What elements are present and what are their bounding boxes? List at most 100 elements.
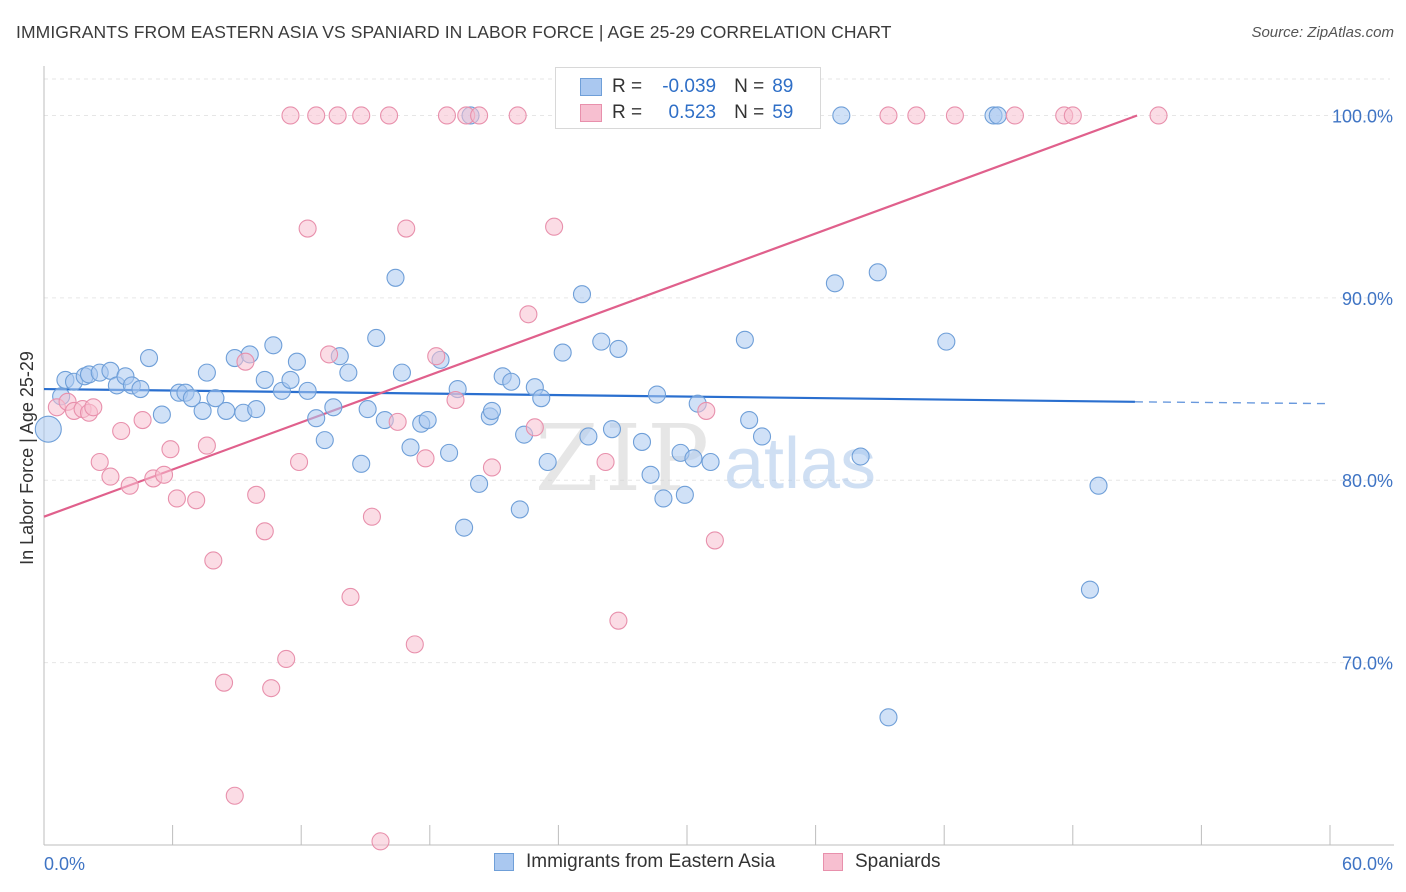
point-spaniards xyxy=(298,219,317,238)
point-eastern-asia xyxy=(392,363,411,382)
point-eastern-asia xyxy=(281,370,300,389)
legend-swatch-blue xyxy=(580,78,602,96)
legend-n-label: N = xyxy=(734,76,765,97)
point-eastern-asia xyxy=(632,432,652,451)
point-spaniards xyxy=(90,452,109,472)
point-spaniards xyxy=(470,106,489,125)
point-eastern-asia xyxy=(740,411,759,430)
point-eastern-asia xyxy=(470,474,489,493)
legend-label-eastern-asia: Immigrants from Eastern Asia xyxy=(526,851,776,872)
legend-item-spaniards[interactable]: Spaniards xyxy=(823,851,941,873)
point-eastern-asia xyxy=(139,348,159,368)
point-eastern-asia xyxy=(647,385,667,404)
point-spaniards xyxy=(281,106,300,125)
point-eastern-asia xyxy=(264,336,283,355)
point-spaniards xyxy=(388,412,407,431)
point-spaniards xyxy=(907,106,926,125)
correlation-legend: R = -0.039 N = 89 R = 0.523 N = 59 xyxy=(555,67,821,129)
legend-swatch-spaniards xyxy=(823,853,843,871)
point-eastern-asia xyxy=(579,427,598,446)
chart-title: IMMIGRANTS FROM EASTERN ASIA VS SPANIARD… xyxy=(16,22,892,42)
legend-r-value: -0.039 xyxy=(662,76,717,97)
y-tick-label: 80.0% xyxy=(1342,471,1393,491)
y-axis-title: In Labor Force | Age 25-29 xyxy=(17,351,37,565)
legend-label-spaniards: Spaniards xyxy=(855,851,941,872)
legend-r-label: R = xyxy=(612,102,643,123)
trendline-eastern-asia xyxy=(43,387,1135,403)
point-spaniards xyxy=(427,347,446,366)
point-spaniards xyxy=(255,522,274,541)
x-tick-label: 0.0% xyxy=(44,854,85,874)
legend-item-eastern-asia[interactable]: Immigrants from Eastern Asia xyxy=(494,851,775,873)
point-eastern-asia xyxy=(315,431,334,450)
source-credit: Source: ZipAtlas.com xyxy=(1251,24,1394,41)
point-spaniards xyxy=(1063,106,1082,125)
point-eastern-asia xyxy=(339,363,358,382)
y-tick-label: 90.0% xyxy=(1342,289,1393,309)
point-eastern-asia xyxy=(592,332,611,351)
point-spaniards xyxy=(320,345,339,364)
point-eastern-asia xyxy=(440,443,459,462)
point-eastern-asia xyxy=(553,343,572,362)
point-spaniards xyxy=(161,440,180,459)
point-eastern-asia xyxy=(752,427,772,446)
point-spaniards xyxy=(277,649,296,669)
point-eastern-asia xyxy=(217,401,236,420)
point-eastern-asia xyxy=(701,452,720,472)
point-spaniards xyxy=(380,106,399,125)
point-spaniards xyxy=(437,106,456,125)
point-eastern-asia xyxy=(152,405,171,424)
point-eastern-asia xyxy=(1080,580,1099,599)
legend-swatch-pink xyxy=(580,104,602,122)
legend-row-pink: R = 0.523 N = 59 xyxy=(580,101,793,125)
trendline-eastern-asia-extension xyxy=(1134,401,1331,405)
point-eastern-asia xyxy=(735,330,754,349)
legend-swatch-eastern-asia xyxy=(494,853,514,871)
point-eastern-asia xyxy=(609,339,628,358)
x-tick-label: 60.0% xyxy=(1342,854,1393,874)
point-spaniards xyxy=(446,390,465,410)
point-spaniards xyxy=(1005,106,1024,125)
point-eastern-asia xyxy=(851,447,870,466)
point-spaniards xyxy=(187,491,206,510)
point-spaniards xyxy=(328,106,347,125)
point-spaniards xyxy=(519,305,538,324)
point-eastern-asia xyxy=(502,372,521,391)
point-spaniards xyxy=(405,635,424,654)
point-spaniards xyxy=(307,106,326,125)
point-spaniards xyxy=(197,436,216,455)
point-eastern-asia xyxy=(298,381,317,400)
point-eastern-asia xyxy=(255,370,274,389)
point-spaniards xyxy=(120,476,139,495)
point-spaniards xyxy=(290,452,309,472)
point-eastern-asia xyxy=(675,485,694,504)
point-eastern-asia xyxy=(287,352,306,371)
point-spaniards xyxy=(133,411,152,430)
point-spaniards xyxy=(225,786,244,805)
point-eastern-asia xyxy=(247,400,266,419)
point-spaniards xyxy=(879,106,898,125)
point-spaniards xyxy=(525,418,544,437)
point-spaniards xyxy=(596,452,615,472)
point-eastern-asia xyxy=(352,454,371,473)
point-eastern-asia xyxy=(418,411,437,430)
watermark-atlas: atlas xyxy=(724,424,876,504)
point-spaniards xyxy=(214,673,234,692)
point-spaniards xyxy=(482,458,502,477)
legend-n-label: N = xyxy=(734,102,765,123)
point-spaniards xyxy=(352,106,371,125)
point-eastern-asia xyxy=(868,263,887,282)
legend-row-blue: R = -0.039 N = 89 xyxy=(580,75,793,99)
point-spaniards xyxy=(247,485,266,504)
point-eastern-asia xyxy=(510,500,529,519)
point-eastern-asia xyxy=(482,401,502,420)
point-spaniards xyxy=(236,352,255,371)
point-spaniards xyxy=(204,551,223,570)
legend-n-value: 89 xyxy=(772,76,794,97)
point-eastern-asia xyxy=(206,389,225,408)
legend-r-value: 0.523 xyxy=(663,102,717,123)
point-eastern-asia xyxy=(988,106,1007,125)
point-eastern-asia xyxy=(358,400,377,419)
point-eastern-asia xyxy=(367,328,386,348)
